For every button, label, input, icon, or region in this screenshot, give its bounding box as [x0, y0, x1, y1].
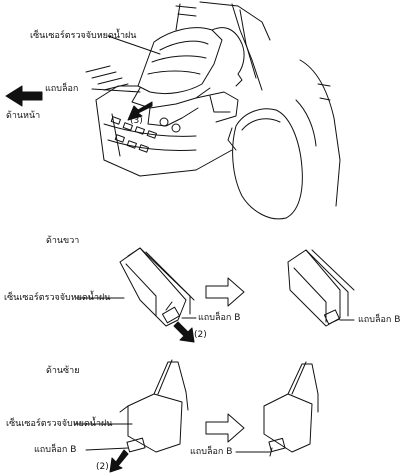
right-sensor-label: เซ็นเซอร์ตรวจจับหยดน้ำฝน [4, 293, 111, 303]
removal-arrow-left [109, 449, 129, 473]
transition-arrow-right [205, 277, 245, 307]
right-tabb-label-2: แถบล็อก B [358, 315, 401, 325]
top-illustration [85, 1, 341, 220]
right-side-heading: ด้านขวา [46, 236, 80, 246]
right-before-illustration [119, 247, 195, 327]
top-step-label: (3) [130, 116, 143, 126]
right-after-illustration [287, 249, 355, 327]
left-side-heading: ด้านซ้าย [46, 366, 80, 376]
leader-sensor-top [107, 35, 161, 55]
left-before-illustration [119, 359, 189, 453]
removal-arrow-right [173, 321, 195, 343]
leader-tab-top [91, 88, 141, 93]
removal-arrow-top [127, 101, 153, 121]
top-tab-label: แถบล็อก [45, 84, 79, 94]
left-step-label: (2) [96, 462, 109, 472]
right-tabb-label-1: แถบล็อก B [198, 313, 241, 323]
transition-arrow-left [205, 413, 245, 443]
right-step-label: (2) [194, 330, 207, 340]
left-after-illustration [263, 361, 319, 457]
top-sensor-label: เซ็นเซอร์ตรวจจับหยดน้ำฝน [30, 31, 137, 41]
front-direction-arrow [5, 85, 43, 107]
front-label: ด้านหน้า [6, 111, 41, 121]
left-tabb-label-1: แถบล็อก B [34, 445, 77, 455]
leader-tabb-left-1 [85, 447, 129, 451]
left-sensor-label: เซ็นเซอร์ตรวจจับหยดน้ำฝน [6, 419, 113, 429]
left-tabb-label-2: แถบล็อก B [190, 447, 233, 457]
